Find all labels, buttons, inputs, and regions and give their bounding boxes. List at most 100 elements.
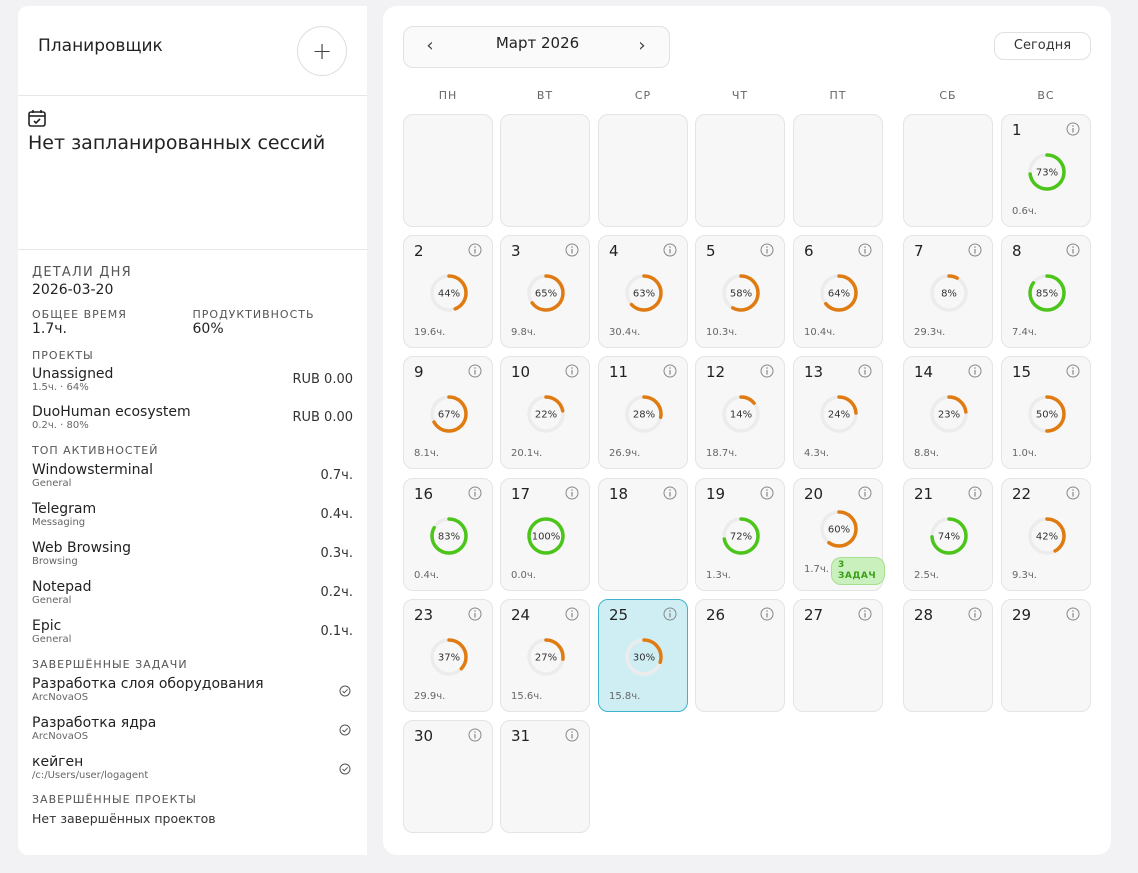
day-hours: 1.7ч.: [804, 564, 829, 575]
info-icon[interactable]: [760, 486, 774, 500]
prev-month-button[interactable]: ‹: [420, 36, 440, 56]
page-title: Планировщик: [38, 36, 163, 56]
info-icon[interactable]: [565, 486, 579, 500]
day-cell-6[interactable]: 6 64% 10.4ч.: [793, 235, 883, 348]
day-hours: 9.3ч.: [1012, 570, 1037, 581]
day-cell-22[interactable]: 22 42% 9.3ч.: [1001, 478, 1091, 591]
ring-arc: [527, 638, 565, 676]
info-icon[interactable]: [468, 243, 482, 257]
day-cell-15[interactable]: 15 50% 1.0ч.: [1001, 356, 1091, 469]
day-cell-20[interactable]: 20 60% 1.7ч. 3 ЗАДАЧ: [793, 478, 885, 591]
ring-arc: [930, 517, 968, 555]
info-icon[interactable]: [663, 486, 677, 500]
info-icon[interactable]: [1066, 364, 1080, 378]
day-cell-26[interactable]: 26: [695, 599, 785, 712]
day-cell-16[interactable]: 16 83% 0.4ч.: [403, 478, 493, 591]
day-number: 3: [511, 242, 521, 260]
ring-arc: [527, 395, 565, 433]
day-cell-17[interactable]: 17 100% 0.0ч.: [500, 478, 590, 591]
project-name: Unassigned: [32, 366, 114, 382]
next-month-button[interactable]: ›: [632, 36, 652, 56]
task-name: кейген: [32, 754, 84, 770]
day-cell-9[interactable]: 9 67% 8.1ч.: [403, 356, 493, 469]
activity-name: Web Browsing: [32, 540, 131, 556]
day-cell-3[interactable]: 3 65% 9.8ч.: [500, 235, 590, 348]
list-item[interactable]: Разработка ядра ArcNovaOS: [32, 715, 353, 754]
info-icon[interactable]: [858, 364, 872, 378]
ring-arc: [722, 395, 760, 433]
list-item[interactable]: кейген/c:/Users/user/logagent: [32, 754, 353, 793]
info-icon[interactable]: [565, 728, 579, 742]
info-icon[interactable]: [468, 728, 482, 742]
day-cell-5[interactable]: 5 58% 10.3ч.: [695, 235, 785, 348]
day-cell-28[interactable]: 28: [903, 599, 993, 712]
day-cell-12[interactable]: 12 14% 18.7ч.: [695, 356, 785, 469]
info-icon[interactable]: [1066, 243, 1080, 257]
info-icon[interactable]: [760, 364, 774, 378]
info-icon[interactable]: [565, 364, 579, 378]
day-cell-7[interactable]: 7 8% 29.3ч.: [903, 235, 993, 348]
info-icon[interactable]: [468, 364, 482, 378]
task-project: ArcNovaOS: [32, 692, 89, 703]
project-amount: RUB 0.00: [292, 372, 353, 387]
calendar-panel: ‹ Март 2026 › Сегодня ПН ВТ СР ЧТ ПТ СБ ВС 1 73%…: [383, 6, 1111, 855]
info-icon[interactable]: [565, 607, 579, 621]
list-item: Telegram Messaging 0.4ч.: [32, 501, 353, 540]
day-cell-31[interactable]: 31: [500, 720, 590, 833]
list-item[interactable]: Unassigned 1.5ч. · 64% RUB 0.00: [32, 366, 353, 404]
info-icon[interactable]: [468, 486, 482, 500]
day-cell-10[interactable]: 10 22% 20.1ч.: [500, 356, 590, 469]
activity-category: Browsing: [32, 556, 78, 567]
info-icon[interactable]: [1066, 607, 1080, 621]
day-cell-2[interactable]: 2 44% 19.6ч.: [403, 235, 493, 348]
day-cell-11[interactable]: 11 28% 26.9ч.: [598, 356, 688, 469]
activity-category: Messaging: [32, 517, 86, 528]
info-icon[interactable]: [663, 243, 677, 257]
stats-row: ОБЩЕЕ ВРЕМЯ 1.7ч. ПРОДУКТИВНОСТЬ 60%: [32, 308, 353, 337]
day-cell-1[interactable]: 1 73% 0.6ч.: [1001, 114, 1091, 227]
day-cell-30[interactable]: 30: [403, 720, 493, 833]
info-icon[interactable]: [968, 243, 982, 257]
info-icon[interactable]: [968, 607, 982, 621]
empty-day-cell: [403, 114, 493, 227]
info-icon[interactable]: [663, 607, 677, 621]
info-icon[interactable]: [968, 486, 982, 500]
day-cell-18[interactable]: 18: [598, 478, 688, 591]
day-cell-14[interactable]: 14 23% 8.8ч.: [903, 356, 993, 469]
info-icon[interactable]: [1066, 122, 1080, 136]
info-icon[interactable]: [760, 243, 774, 257]
info-icon[interactable]: [760, 607, 774, 621]
day-cell-29[interactable]: 29: [1001, 599, 1091, 712]
info-icon[interactable]: [968, 364, 982, 378]
day-cell-13[interactable]: 13 24% 4.3ч.: [793, 356, 883, 469]
day-cell-4[interactable]: 4 63% 30.4ч.: [598, 235, 688, 348]
info-icon[interactable]: [663, 364, 677, 378]
day-cell-21[interactable]: 21 74% 2.5ч.: [903, 478, 993, 591]
info-icon[interactable]: [858, 243, 872, 257]
info-icon[interactable]: [565, 243, 579, 257]
productivity-ring: 42%: [1028, 517, 1066, 555]
day-number: 26: [706, 606, 726, 624]
day-cell-25[interactable]: 25 30% 15.8ч.: [598, 599, 688, 712]
info-icon[interactable]: [858, 486, 872, 500]
day-cell-24[interactable]: 24 27% 15.6ч.: [500, 599, 590, 712]
day-cell-8[interactable]: 8 85% 7.4ч.: [1001, 235, 1091, 348]
day-cell-27[interactable]: 27: [793, 599, 883, 712]
productivity-ring: 37%: [430, 638, 468, 676]
day-cell-19[interactable]: 19 72% 1.3ч.: [695, 478, 785, 591]
day-number: 7: [914, 242, 924, 260]
day-cell-23[interactable]: 23 37% 29.9ч.: [403, 599, 493, 712]
add-session-button[interactable]: +: [297, 26, 347, 76]
activity-time: 0.3ч.: [320, 546, 354, 561]
info-icon[interactable]: [858, 607, 872, 621]
list-item[interactable]: Разработка слоя оборудования ArcNovaOS: [32, 676, 353, 715]
list-item[interactable]: DuoHuman ecosystem 0.2ч. · 80% RUB 0.00: [32, 404, 353, 442]
productivity-ring: 63%: [625, 274, 663, 312]
day-number: 11: [609, 363, 629, 381]
empty-day-cell: [903, 114, 993, 227]
info-icon[interactable]: [468, 607, 482, 621]
productivity-ring: 58%: [722, 274, 760, 312]
day-number: 6: [804, 242, 814, 260]
today-button[interactable]: Сегодня: [994, 32, 1091, 60]
info-icon[interactable]: [1066, 486, 1080, 500]
